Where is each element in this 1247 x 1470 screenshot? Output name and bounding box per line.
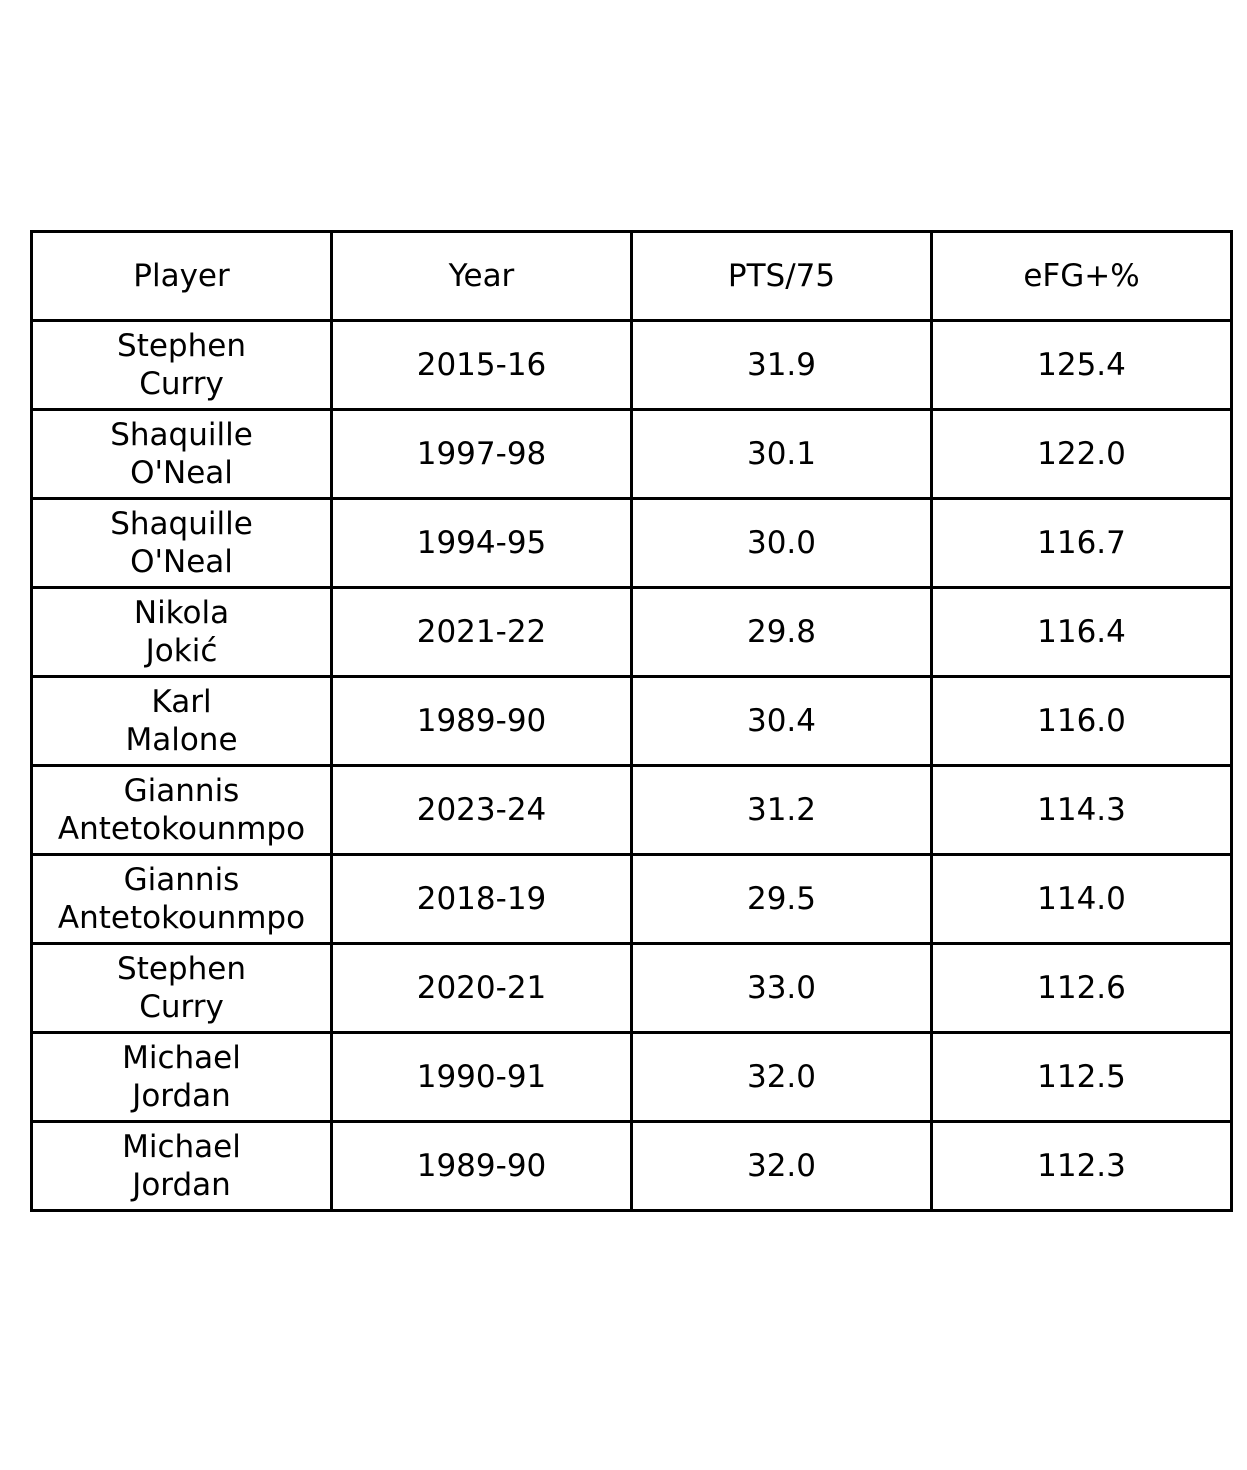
- cell-player: Giannis Antetokounmpo: [30, 853, 333, 945]
- cell-efg: 112.6: [930, 942, 1233, 1034]
- table-row: Shaquille O'Neal 1994-95 30.0 116.7: [30, 497, 1233, 589]
- header-year: Year: [330, 230, 633, 322]
- cell-efg: 116.7: [930, 497, 1233, 589]
- cell-player: Stephen Curry: [30, 942, 333, 1034]
- cell-player: Nikola Jokić: [30, 586, 333, 678]
- player-name-line: Jokić: [145, 633, 218, 669]
- cell-pts75: 29.8: [630, 586, 933, 678]
- player-name-line: Giannis: [123, 773, 240, 809]
- player-name-line: Nikola: [133, 595, 230, 631]
- cell-year: 2015-16: [330, 319, 633, 411]
- cell-player: Shaquille O'Neal: [30, 497, 333, 589]
- cell-efg: 114.3: [930, 764, 1233, 856]
- header-player: Player: [30, 230, 333, 322]
- player-name-line: Michael: [122, 1040, 241, 1076]
- table-row: Karl Malone 1989-90 30.4 116.0: [30, 675, 1233, 767]
- player-name-line: Stephen: [117, 328, 246, 364]
- table-body: Stephen Curry 2015-16 31.9 125.4 Shaquille O'N…: [30, 319, 1233, 1212]
- cell-player: Shaquille O'Neal: [30, 408, 333, 500]
- player-name-line: Antetokounmpo: [57, 811, 306, 847]
- player-name-line: Michael: [122, 1129, 241, 1165]
- cell-year: 1997-98: [330, 408, 633, 500]
- table-row: Shaquille O'Neal 1997-98 30.1 122.0: [30, 408, 1233, 500]
- cell-player: Karl Malone: [30, 675, 333, 767]
- player-name-line: Giannis: [123, 862, 240, 898]
- table-row: Michael Jordan 1990-91 32.0 112.5: [30, 1031, 1233, 1123]
- cell-player: Giannis Antetokounmpo: [30, 764, 333, 856]
- cell-player: Michael Jordan: [30, 1031, 333, 1123]
- header-efg: eFG+%: [930, 230, 1233, 322]
- cell-pts75: 30.4: [630, 675, 933, 767]
- cell-year: 2023-24: [330, 764, 633, 856]
- player-name-line: Jordan: [132, 1078, 231, 1114]
- cell-efg: 116.0: [930, 675, 1233, 767]
- player-name-line: Curry: [139, 366, 224, 402]
- cell-year: 1994-95: [330, 497, 633, 589]
- cell-efg: 112.5: [930, 1031, 1233, 1123]
- table-row: Stephen Curry 2015-16 31.9 125.4: [30, 319, 1233, 411]
- cell-efg: 125.4: [930, 319, 1233, 411]
- header-pts75: PTS/75: [630, 230, 933, 322]
- cell-player: Stephen Curry: [30, 319, 333, 411]
- header-row: Player Year PTS/75 eFG+%: [30, 230, 1233, 322]
- player-name-line: Malone: [125, 722, 238, 758]
- cell-year: 2020-21: [330, 942, 633, 1034]
- cell-efg: 116.4: [930, 586, 1233, 678]
- table-row: Nikola Jokić 2021-22 29.8 116.4: [30, 586, 1233, 678]
- table-row: Stephen Curry 2020-21 33.0 112.6: [30, 942, 1233, 1034]
- cell-pts75: 32.0: [630, 1031, 933, 1123]
- player-name-line: Stephen: [117, 951, 246, 987]
- cell-efg: 122.0: [930, 408, 1233, 500]
- cell-pts75: 30.0: [630, 497, 933, 589]
- cell-pts75: 32.0: [630, 1120, 933, 1212]
- player-name-line: Jordan: [132, 1167, 231, 1203]
- player-name-line: O'Neal: [130, 544, 233, 580]
- player-name-line: Shaquille: [110, 417, 253, 453]
- cell-pts75: 29.5: [630, 853, 933, 945]
- cell-year: 1990-91: [330, 1031, 633, 1123]
- player-name-line: Karl: [151, 684, 212, 720]
- table-row: Michael Jordan 1989-90 32.0 112.3: [30, 1120, 1233, 1212]
- cell-year: 1989-90: [330, 675, 633, 767]
- cell-pts75: 31.9: [630, 319, 933, 411]
- cell-player: Michael Jordan: [30, 1120, 333, 1212]
- cell-pts75: 30.1: [630, 408, 933, 500]
- table-row: Giannis Antetokounmpo 2018-19 29.5 114.0: [30, 853, 1233, 945]
- cell-year: 2021-22: [330, 586, 633, 678]
- player-name-line: Shaquille: [110, 506, 253, 542]
- cell-pts75: 33.0: [630, 942, 933, 1034]
- cell-efg: 114.0: [930, 853, 1233, 945]
- player-name-line: Curry: [139, 989, 224, 1025]
- player-name-line: Antetokounmpo: [57, 900, 306, 936]
- cell-efg: 112.3: [930, 1120, 1233, 1212]
- cell-year: 2018-19: [330, 853, 633, 945]
- cell-year: 1989-90: [330, 1120, 633, 1212]
- cell-pts75: 31.2: [630, 764, 933, 856]
- table-row: Giannis Antetokounmpo 2023-24 31.2 114.3: [30, 764, 1233, 856]
- stats-table: Player Year PTS/75 eFG+% Stephen Curry 201…: [30, 230, 1233, 1212]
- player-name-line: O'Neal: [130, 455, 233, 491]
